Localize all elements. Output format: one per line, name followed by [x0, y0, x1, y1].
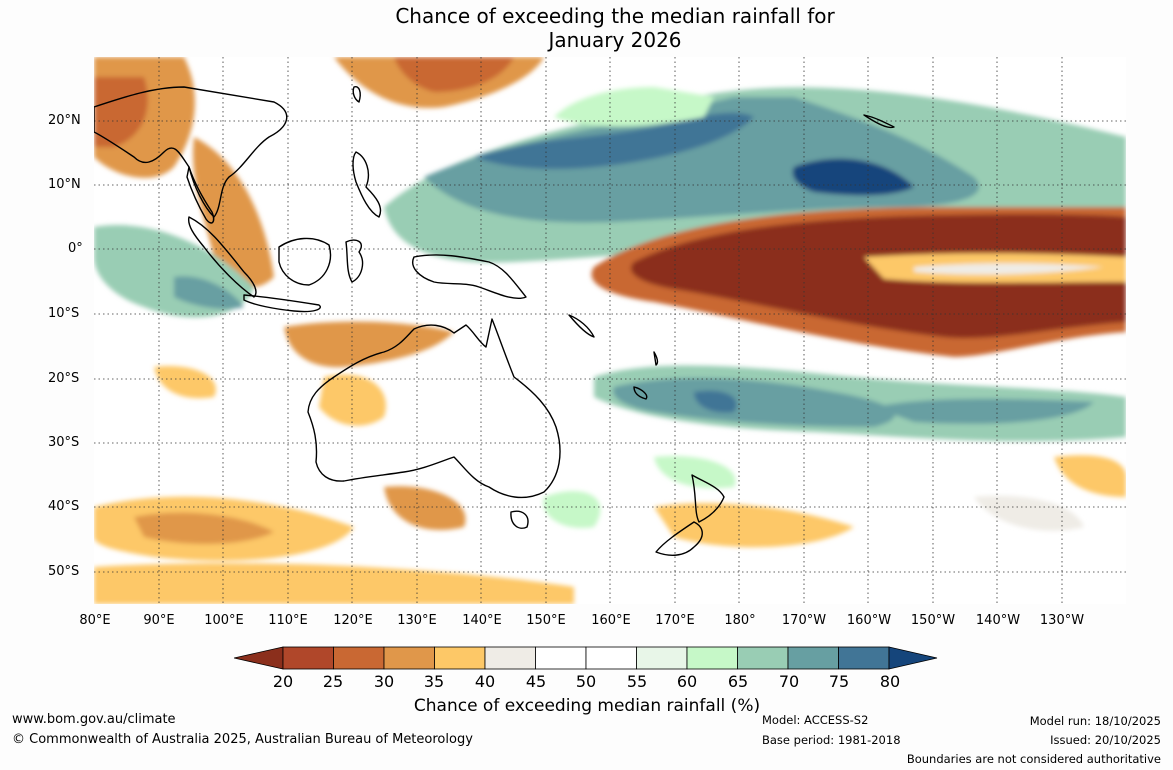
legend-tick: 40 [474, 672, 496, 691]
legend-swatch [383, 646, 435, 670]
legend-tick: 45 [525, 672, 547, 691]
lon-label-160e: 160°E [591, 613, 631, 628]
boundary-disclaimer: Boundaries are not considered authoritat… [906, 752, 1161, 766]
australia-coastline [307, 318, 561, 499]
lon-label-180: 180° [724, 613, 756, 628]
model-run-date: Model run: 18/10/2025 [1029, 714, 1161, 728]
lat-label-10s: 10°S [48, 306, 80, 321]
lon-label-90e: 90°E [143, 613, 175, 628]
legend-swatch [787, 646, 839, 670]
legend-tick: 65 [727, 672, 749, 691]
lat-label-20n: 20°N [48, 113, 81, 128]
legend-tick: 35 [423, 672, 445, 691]
philippines-coastline [352, 151, 382, 218]
legend-tick: 50 [575, 672, 597, 691]
legend-swatch [838, 646, 890, 670]
lon-label-100e: 100°E [204, 613, 244, 628]
taiwan-coastline [352, 85, 361, 103]
legend-swatch [484, 646, 536, 670]
lon-label-150w: 150°W [910, 613, 956, 628]
lon-label-150e: 150°E [526, 613, 566, 628]
lat-label-0: 0° [68, 241, 83, 256]
lat-label-30s: 30°S [48, 435, 80, 450]
legend-swatch [585, 646, 637, 670]
model-name: Model: ACCESS-S2 [762, 713, 869, 727]
lon-label-140w: 140°W [975, 613, 1021, 628]
rainfall-outlook-map [94, 57, 1126, 604]
lat-label-40s: 40°S [48, 499, 80, 514]
lon-label-130e: 130°E [397, 613, 437, 628]
legend-tick: 60 [676, 672, 698, 691]
legend-title: Chance of exceeding median rainfall (%) [413, 696, 761, 716]
lon-label-170e: 170°E [655, 613, 695, 628]
legend-extend-high [888, 646, 938, 670]
tasmania-coastline [510, 510, 529, 529]
legend-tick: 70 [778, 672, 800, 691]
map-title-line1: Chance of exceeding the median rainfall … [395, 4, 835, 28]
legend-swatch [686, 646, 738, 670]
lat-label-50s: 50°S [48, 564, 80, 579]
legend-swatch [333, 646, 385, 670]
new-zealand-south-coastline [655, 521, 703, 556]
lon-label-130w: 130°W [1039, 613, 1085, 628]
legend-swatch [636, 646, 688, 670]
legend-swatch [434, 646, 486, 670]
lat-label-20s: 20°S [48, 371, 80, 386]
java-coastline [243, 294, 321, 313]
lon-label-140e: 140°E [462, 613, 502, 628]
legend-swatch [737, 646, 789, 670]
legend-tick: 80 [879, 672, 901, 691]
legend-tick: 55 [626, 672, 648, 691]
legend-tick: 75 [828, 672, 850, 691]
new-guinea-coastline [412, 254, 527, 299]
graticule [94, 57, 1126, 604]
legend-tick: 20 [272, 672, 294, 691]
indochina-coastline [94, 86, 288, 218]
lat-label-10n: 10°N [48, 177, 81, 192]
legend-swatch [535, 646, 587, 670]
lon-label-170w: 170°W [781, 613, 827, 628]
borneo-coastline [278, 237, 332, 286]
coastlines [94, 85, 895, 556]
legend-tick: 25 [322, 672, 344, 691]
new-zealand-north-coastline [691, 474, 725, 523]
issued-date: Issued: 20/10/2025 [1050, 733, 1161, 747]
lon-label-110e: 110°E [268, 613, 308, 628]
lon-label-80e: 80°E [79, 613, 111, 628]
legend-swatch [282, 646, 334, 670]
copyright-text: © Commonwealth of Australia 2025, Austra… [12, 732, 473, 747]
lon-label-120e: 120°E [333, 613, 373, 628]
sulawesi-coastline [345, 239, 364, 283]
legend-tick: 30 [373, 672, 395, 691]
lon-label-160w: 160°W [846, 613, 892, 628]
sumatra-coastline [187, 216, 257, 298]
legend-colorbar [234, 646, 938, 670]
map-title-line2: January 2026 [548, 28, 682, 52]
malay-peninsula-coastline [186, 166, 215, 224]
bom-url-link[interactable]: www.bom.gov.au/climate [12, 712, 176, 727]
map-title: Chance of exceeding the median rainfall … [0, 4, 1173, 52]
base-period: Base period: 1981-2018 [762, 733, 901, 747]
legend-extend-low [234, 646, 284, 670]
